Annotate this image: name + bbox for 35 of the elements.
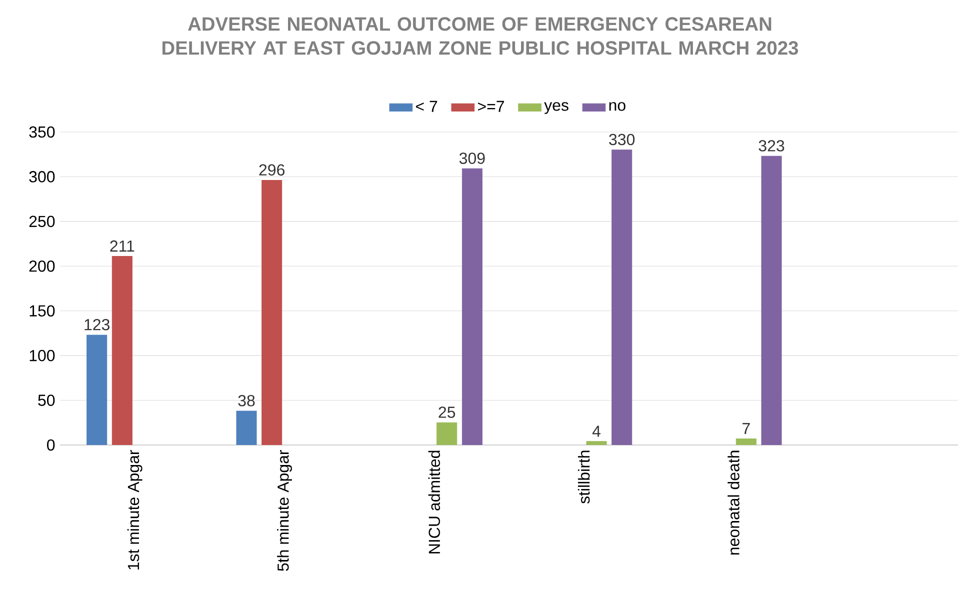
y-tick-label: 150 <box>30 305 55 317</box>
x-tick-label: NICU admitted <box>428 450 440 554</box>
data-label: 123 <box>84 318 110 330</box>
x-tick-label: 1st minute Apgar <box>127 450 142 570</box>
bar <box>112 256 132 445</box>
bar <box>262 180 282 445</box>
bar <box>436 422 458 445</box>
data-label: 296 <box>259 164 284 176</box>
data-label: 211 <box>110 240 134 252</box>
data-label: 323 <box>758 140 784 152</box>
y-tick-label: 50 <box>38 394 55 406</box>
legend-label: < 7 <box>416 100 438 112</box>
bar <box>86 334 108 445</box>
legend-label: no <box>609 102 626 111</box>
x-tick-label: neonatal death <box>728 450 740 555</box>
y-tick-label: 100 <box>30 350 55 362</box>
chart-title: ADVERSE NEONATAL OUTCOME OF EMERGENCY CESAREAN DELIVERY AT EAST GOJJAM ZONE PUBLIC HOSPITAL MARCH 2023 <box>162 17 798 55</box>
x-tick-label: stillbirth <box>578 450 590 504</box>
y-tick-label: 0 <box>47 439 55 451</box>
legend-label: >=7 <box>478 100 504 112</box>
y-tick-label: 250 <box>29 216 55 228</box>
data-label: 330 <box>609 134 635 146</box>
legend-label: yes <box>544 102 568 114</box>
bar <box>236 410 257 445</box>
data-label: 4 <box>592 426 600 437</box>
bar <box>586 441 607 445</box>
data-label: 25 <box>438 406 456 418</box>
y-tick-label: 300 <box>29 171 55 182</box>
x-tick-label: 5th minute Apgar <box>277 450 292 571</box>
data-label: 38 <box>238 394 255 406</box>
data-label: 309 <box>459 152 485 164</box>
y-tick-label: 200 <box>29 260 55 272</box>
data-label: 7 <box>742 423 750 434</box>
bar <box>736 438 756 445</box>
y-tick-label: 350 <box>29 126 55 138</box>
